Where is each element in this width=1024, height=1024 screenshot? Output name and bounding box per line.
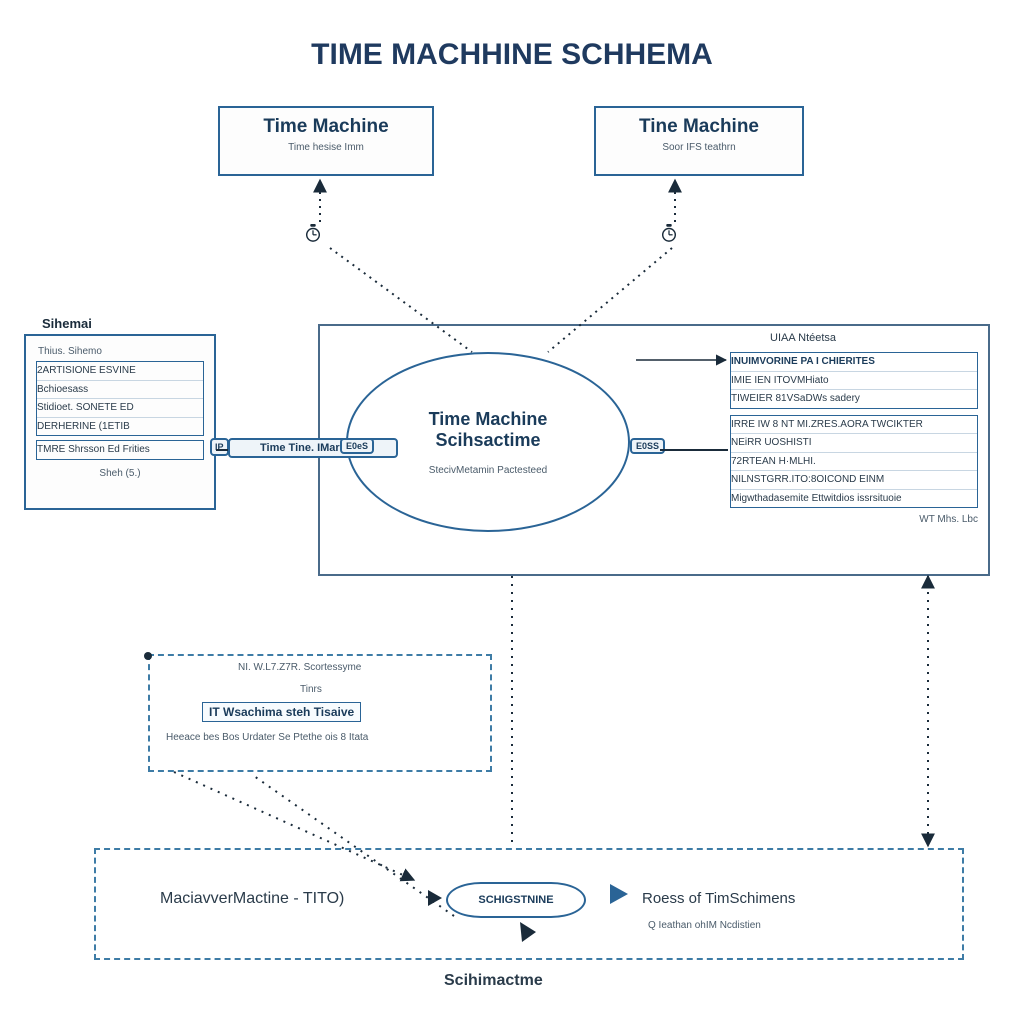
right-panel-header: INUIMVORINE PA I CHIERITES xyxy=(731,353,977,371)
bottom-lens: SCHIGSTNINE xyxy=(446,882,586,918)
top-box-b: Tine Machine Soor IFS teathrn xyxy=(594,106,804,176)
clock-icon xyxy=(304,222,322,244)
mid-dashed-top-label: NI. W.L7.Z7R. Scortessyme xyxy=(238,662,361,673)
right-panel-row: IMIE IEN ITOVMHiato xyxy=(731,371,977,390)
right-panel-row: Migwthadasemite Ettwitdios issrsituoie xyxy=(731,489,977,508)
right-panel-row: NILNSTGRR.ITO:8OICOND EINM xyxy=(731,470,977,489)
ellipse-right-badge: E0SS xyxy=(630,438,665,454)
top-box-b-sub: Soor IFS teathrn xyxy=(606,142,792,153)
schema-box-footer: Sheh (5.) xyxy=(36,468,204,479)
right-panel-row: NEiRR UOSHISTI xyxy=(731,433,977,452)
schema-row: Stidioet. SONETE ED xyxy=(37,398,203,417)
schema-section-label: Sihemai xyxy=(42,316,92,331)
bottom-right-text: Roess of TimSchimens xyxy=(642,890,795,907)
schema-row: TMRE Shrsson Ed Frities xyxy=(37,441,203,459)
right-panel-row: IRRE IW 8 NT MI.ZRES.AORA TWCIKTER xyxy=(731,416,977,434)
bottom-title: Scihimactme xyxy=(444,972,543,990)
left-pill-badge: IP xyxy=(210,438,229,456)
diagram-title: TIME MACHHINE SCHHEMA xyxy=(0,38,1024,72)
schema-row: Bchioesass xyxy=(37,380,203,399)
top-box-a: Time Machine Time hesise Imm xyxy=(218,106,434,176)
ellipse-left-badge: E0eS xyxy=(340,438,374,454)
schema-box-header: Thius. Sihemo xyxy=(36,344,204,361)
ellipse-title-1: Time Machine xyxy=(429,409,548,430)
mid-dashed-bottom-label: Heeace bes Bos Urdater Se Ptethe ois 8 I… xyxy=(166,732,368,743)
ellipse-sub: StecivMetamin Pactesteed xyxy=(429,465,547,476)
schema-row: 2ARTISIONE ESVINE xyxy=(37,362,203,380)
right-panel: INUIMVORINE PA I CHIERITES IMIE IEN ITOV… xyxy=(730,352,978,525)
top-box-a-title: Time Machine xyxy=(230,116,422,138)
center-header-label: UIAA Ntéetsa xyxy=(770,332,836,344)
clock-icon xyxy=(660,222,678,244)
schema-row: DERHERINE (1ETIB xyxy=(37,417,203,436)
bottom-right-sub: Q Ieathan ohIM Ncdistien xyxy=(648,920,761,931)
top-box-b-title: Tine Machine xyxy=(606,116,792,138)
right-panel-row: 72RTEAN H·MLHI. xyxy=(731,452,977,471)
top-box-a-sub: Time hesise Imm xyxy=(230,142,422,153)
schema-box-list: 2ARTISIONE ESVINE Bchioesass Stidioet. S… xyxy=(36,361,204,436)
right-panel-footer: WT Mhs. Lbc xyxy=(730,514,978,525)
mid-dashed-inner: IT Wsachima steh Tisaive xyxy=(202,702,361,722)
ellipse-title-2: Scihsactime xyxy=(435,430,540,451)
schema-box-list2: TMRE Shrsson Ed Frities xyxy=(36,440,204,460)
mid-dashed-mid-label: Tinrs xyxy=(300,684,322,695)
right-panel-row: TIWEIER 81VSaDWs sadery xyxy=(731,389,977,408)
bottom-left-text: MaciavverMactine - TITO) xyxy=(160,890,344,908)
schema-box: Thius. Sihemo 2ARTISIONE ESVINE Bchioesa… xyxy=(24,334,216,510)
